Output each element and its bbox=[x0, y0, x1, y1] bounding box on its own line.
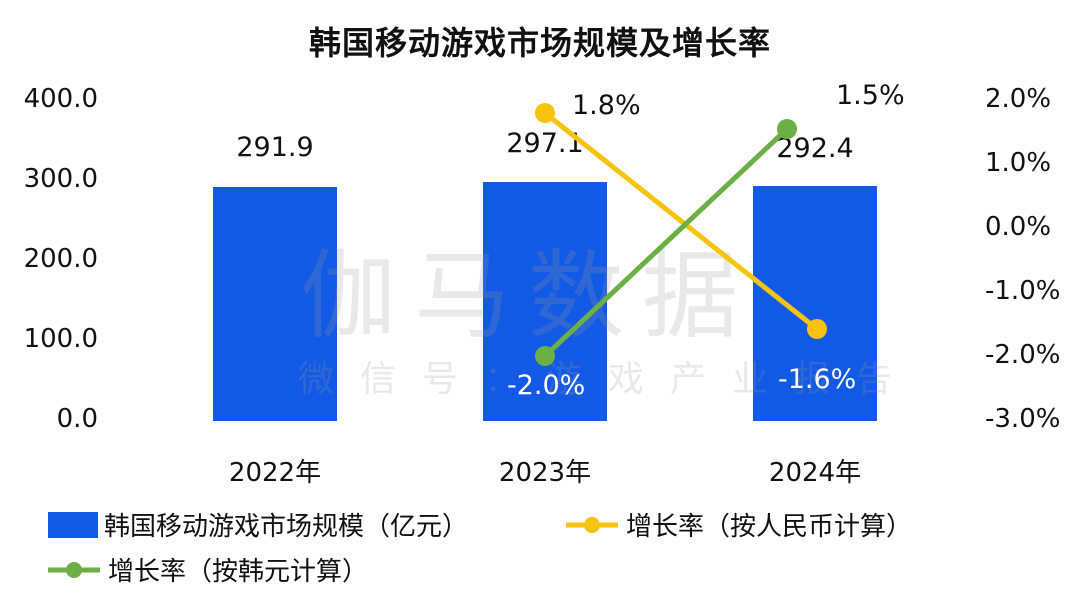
legend-label: 增长率（按韩元计算） bbox=[108, 557, 369, 587]
right-axis-tick: 0.0% bbox=[985, 212, 1052, 242]
rmb-point-2023 bbox=[535, 103, 555, 123]
bar-label-2022: 291.9 bbox=[236, 132, 314, 163]
green-line-marker-icon bbox=[48, 561, 100, 578]
right-axis-tick: -1.0% bbox=[985, 276, 1061, 306]
yellow-line-marker-icon bbox=[566, 516, 618, 533]
x-tick-2023: 2023年 bbox=[498, 458, 592, 488]
legend-item-rmb-growth: 增长率（按人民币计算） bbox=[564, 506, 912, 543]
chart-title: 韩国移动游戏市场规模及增长率 bbox=[308, 24, 771, 62]
left-axis-tick: 300.0 bbox=[23, 164, 98, 194]
right-axis-tick: -3.0% bbox=[985, 404, 1061, 434]
legend-label: 增长率（按人民币计算） bbox=[626, 512, 913, 542]
right-axis-tick: 1.0% bbox=[985, 148, 1052, 178]
left-axis-tick: 100.0 bbox=[23, 324, 98, 354]
bar-swatch-icon bbox=[48, 511, 98, 538]
krw-label-2024: 1.5% bbox=[836, 80, 905, 111]
legend-item-market-size: 韩国移动游戏市场规模（亿元） bbox=[48, 506, 468, 543]
krw-growth-line bbox=[543, 127, 789, 358]
krw-point-2023 bbox=[535, 346, 555, 366]
right-axis-tick: -2.0% bbox=[985, 340, 1061, 370]
left-axis-tick: 400.0 bbox=[23, 84, 98, 114]
bar-2023 bbox=[483, 182, 607, 421]
krw-label-2023: -2.0% bbox=[507, 370, 586, 401]
left-axis-tick: 200.0 bbox=[23, 244, 98, 274]
bar-2024 bbox=[753, 186, 877, 421]
rmb-point-2024 bbox=[807, 319, 827, 339]
bar-2022 bbox=[213, 187, 337, 421]
x-tick-2022: 2022年 bbox=[228, 458, 322, 488]
legend-item-krw-growth: 增长率（按韩元计算） bbox=[46, 551, 368, 588]
rmb-growth-line bbox=[543, 111, 819, 331]
rmb-label-2024: -1.6% bbox=[778, 364, 857, 395]
right-axis-tick: 2.0% bbox=[985, 84, 1052, 114]
legend-label: 韩国移动游戏市场规模（亿元） bbox=[104, 512, 469, 542]
krw-point-2024 bbox=[777, 119, 797, 139]
rmb-label-2023: 1.8% bbox=[572, 90, 641, 121]
left-axis-tick: 0.0 bbox=[56, 404, 98, 434]
x-tick-2024: 2024年 bbox=[768, 458, 862, 488]
